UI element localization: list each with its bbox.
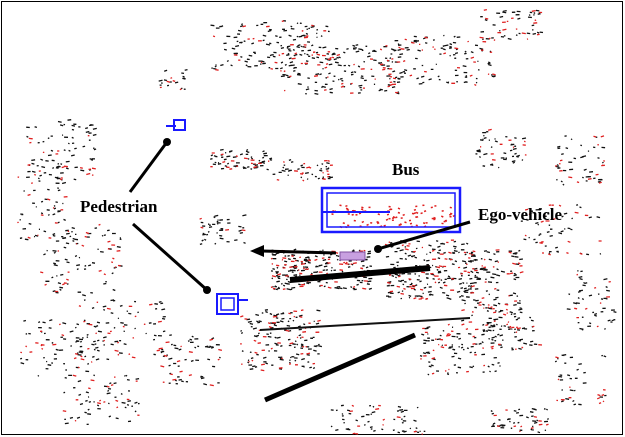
ego-vehicle-box xyxy=(340,252,365,260)
leader-dot xyxy=(374,245,382,253)
heading-arrow xyxy=(262,251,336,253)
ego-vehicle-label: Ego-vehicle xyxy=(478,205,562,224)
bus-label: Bus xyxy=(392,160,420,179)
lidar-figure: Bus Pedestrian Ego-vehicle xyxy=(0,0,625,437)
leader-dot xyxy=(163,138,171,146)
pedestrian-label: Pedestrian xyxy=(80,197,158,216)
leader-dot xyxy=(203,286,211,294)
